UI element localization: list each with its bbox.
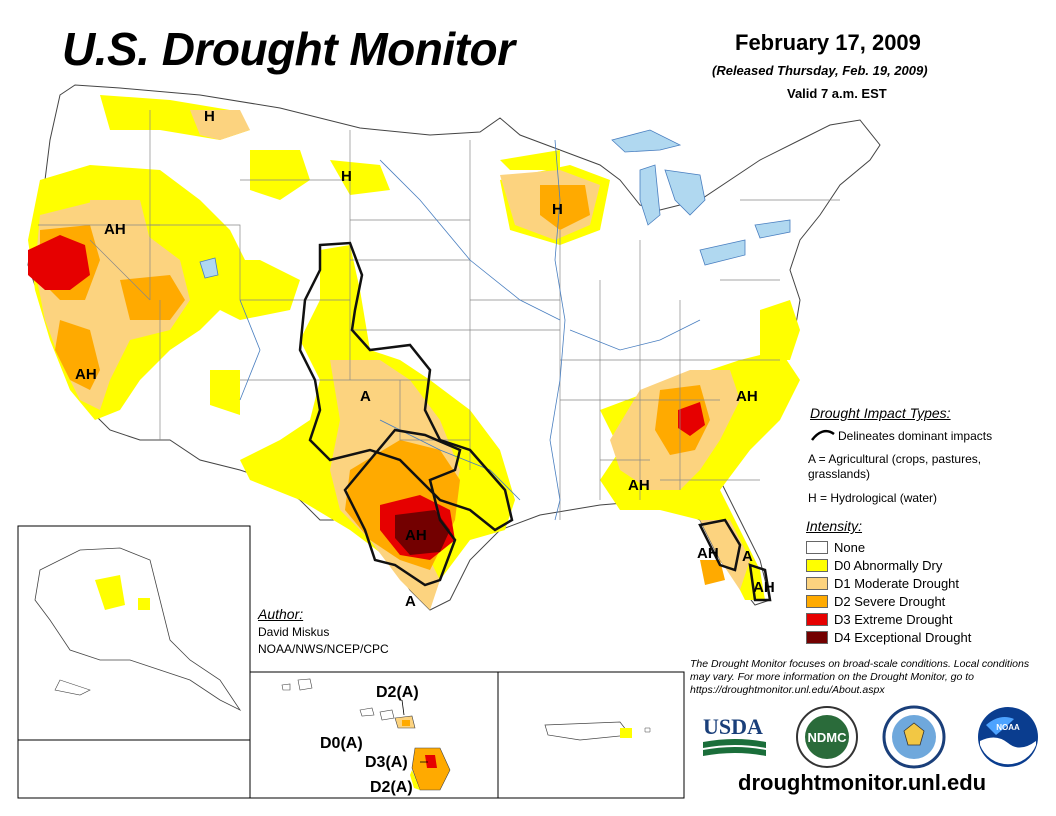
valid-time: Valid 7 a.m. EST [787, 86, 887, 101]
map-date: February 17, 2009 [735, 30, 921, 55]
intensity-legend-row: None [806, 538, 971, 556]
author-org: NOAA/NWS/NCEP/CPC [258, 642, 389, 656]
ndmc-logo-text: NDMC [808, 730, 848, 745]
label-ah-florida-south: AH [753, 579, 775, 596]
impact-line-symbol [811, 429, 835, 441]
commerce-seal-icon [882, 705, 946, 769]
impact-types-legend: Drought Impact Types: [810, 405, 951, 421]
intensity-label: D1 Moderate Drought [834, 575, 960, 591]
ndmc-logo-icon: NDMC [796, 706, 858, 768]
label-ah-oregon: AH [104, 221, 126, 238]
intensity-swatch [806, 540, 828, 554]
impact-hydrological-text: H = Hydrological (water) [808, 491, 938, 505]
website-link[interactable]: droughtmonitor.unl.edu [738, 770, 987, 795]
d4-areas [395, 510, 450, 555]
label-h-montana: H [204, 108, 215, 125]
label-h-idaho: H [341, 168, 352, 185]
intensity-heading: Intensity: [806, 518, 863, 534]
state-lines [38, 110, 840, 520]
impact-line-text: Delineates dominant impacts [838, 429, 993, 443]
noaa-logo-icon: NOAA [978, 707, 1038, 767]
usda-logo: USDA [700, 712, 770, 762]
label-h-wisconsin: H [552, 201, 563, 218]
ndmc-logo: NDMC [795, 705, 859, 769]
intensity-label: D0 Abnormally Dry [834, 557, 943, 573]
commerce-logo [882, 705, 946, 769]
intensity-swatch [806, 630, 828, 644]
intensity-legend-row: D2 Severe Drought [806, 592, 971, 610]
map-label-group: H H H AH AH A AH A AH AH AH A AH [75, 108, 775, 610]
intensity-label: D3 Extreme Drought [834, 611, 953, 627]
intensity-swatch [806, 576, 828, 590]
label-ah-florida-west: AH [697, 545, 719, 562]
rivers [239, 139, 701, 521]
intensity-swatch [806, 594, 828, 608]
noaa-logo-text: NOAA [996, 723, 1020, 732]
impact-boundaries [298, 241, 772, 602]
label-ah-georgia: AH [628, 477, 650, 494]
lakes [199, 129, 791, 279]
alaska-inset [17, 525, 251, 799]
puerto-rico-inset [497, 671, 685, 799]
intensity-legend-row: D0 Abnormally Dry [806, 556, 971, 574]
author-heading: Author: [258, 606, 304, 622]
intensity-legend-row: D1 Moderate Drought [806, 574, 971, 592]
hawaii-label-d0a: D0(A) [320, 735, 363, 752]
noaa-logo: NOAA [976, 705, 1040, 769]
label-a-kansas: A [360, 388, 371, 405]
usda-logo-icon: USDA [703, 714, 766, 756]
label-ah-california-south: AH [75, 366, 97, 383]
usda-logo-text: USDA [703, 714, 763, 739]
impact-agricultural-text: A = Agricultural (crops, pastures, grass… [808, 452, 982, 481]
label-a-florida: A [742, 548, 753, 565]
hawaii-label-d3a: D3(A) [365, 754, 408, 771]
intensity-legend-row: D4 Exceptional Drought [806, 628, 971, 646]
intensity-label: None [834, 539, 866, 555]
author-name: David Miskus [258, 625, 330, 639]
author-block: Author: David Miskus NOAA/NWS/NCEP/CPC [258, 606, 389, 656]
page-title: U.S. Drought Monitor [62, 23, 515, 75]
hawaii-inset: D2(A) D0(A) D3(A) D2(A) [249, 671, 499, 799]
label-a-south-texas: A [405, 593, 416, 610]
intensity-swatch [806, 558, 828, 572]
hawaii-label-d2a-2: D2(A) [370, 779, 413, 796]
intensity-swatch [806, 612, 828, 626]
intensity-label: D2 Severe Drought [834, 593, 946, 609]
release-date: (Released Thursday, Feb. 19, 2009) [712, 63, 928, 78]
hawaii-label-d2a-1: D2(A) [376, 684, 419, 701]
disclaimer: The Drought Monitor focuses on broad-sca… [690, 658, 1030, 696]
intensity-legend: Intensity: None D0 Abnormally Dry D1 Moder… [806, 518, 971, 646]
intensity-legend-row: D3 Extreme Drought [806, 610, 971, 628]
label-ah-north-carolina: AH [736, 388, 758, 405]
impact-types-heading: Drought Impact Types: [810, 405, 951, 421]
label-ah-texas: AH [405, 527, 427, 544]
intensity-label: D4 Exceptional Drought [834, 629, 972, 645]
